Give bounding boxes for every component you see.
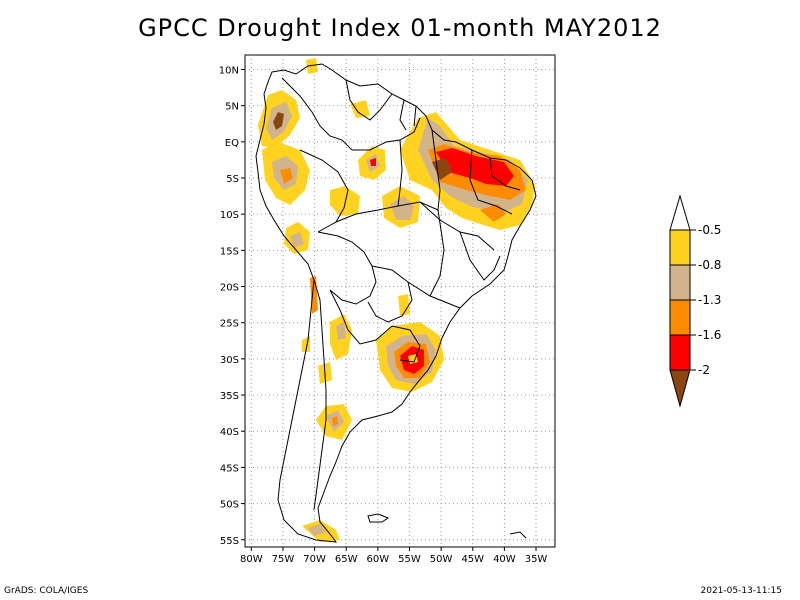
border-argentina	[329, 289, 393, 345]
drought-patch-guyana	[306, 58, 318, 74]
lat-label: 10S	[220, 210, 239, 221]
island-falklands	[367, 513, 390, 523]
border-brazil-states-7	[489, 157, 521, 191]
border-brazil-states-3	[459, 231, 501, 281]
lon-label: 65W	[335, 554, 358, 565]
drought-patch-peru-south-core	[290, 232, 304, 248]
colorbar-label: -0.8	[698, 258, 721, 272]
lat-label: 5N	[225, 102, 239, 113]
lat-label: 45S	[220, 463, 239, 474]
lat-label: 40S	[220, 427, 239, 438]
border-bolivia	[317, 231, 377, 305]
latitude-labels: 10N 5N EQ 5S 10S 15S 20S 25S 30S 35S 40S 45S 50S 55S	[219, 65, 245, 547]
lon-label: 70W	[303, 554, 326, 565]
longitude-labels: 80W 75W 70W 65W 60W 55W 50W 45W 40W 35W	[240, 547, 547, 565]
colorbar-swatch-tan	[669, 264, 691, 301]
lat-label: 20S	[220, 283, 239, 294]
lon-label: 55W	[398, 554, 421, 565]
border-brazil-states-6	[469, 149, 513, 215]
lat-label: 55S	[220, 536, 239, 547]
colorbar-label: -1.3	[698, 293, 721, 307]
drought-patch-northeast-peak	[432, 158, 452, 180]
border-paraguay	[367, 265, 413, 323]
border-brazil-states-2	[429, 209, 445, 297]
border-venezuela-guyana	[345, 79, 393, 121]
colorbar-bottom-arrow	[669, 369, 691, 408]
lon-label: 35W	[525, 554, 548, 565]
island-south-georgia	[509, 531, 527, 539]
colorbar-swatch-yellow	[669, 229, 691, 266]
drought-patch-northeast-red	[436, 148, 514, 186]
colorbar-label: -2	[698, 363, 710, 377]
lat-label: 50S	[220, 500, 239, 511]
lon-label: 75W	[272, 554, 295, 565]
drought-patch-mato-grosso-core	[390, 196, 414, 220]
colorbar-label: -0.5	[698, 223, 721, 237]
drought-patch-peru-orange	[280, 168, 293, 184]
border-chile-argentina	[313, 279, 327, 511]
drought-patch-argentina-north-core	[336, 322, 346, 340]
map-title: GPCC Drought Index 01-month MAY2012	[138, 14, 662, 42]
drought-patch-tierra-del-fuego-core	[308, 524, 326, 536]
drought-patch-amazon-peak	[370, 158, 376, 166]
colorbar-label: -1.6	[698, 328, 721, 342]
lat-label: 35S	[220, 391, 239, 402]
border-guianas	[399, 99, 417, 131]
colorbar-swatch-orange	[669, 299, 691, 336]
drought-patch-colombia-peak	[273, 112, 284, 130]
drought-patch-venezuela	[350, 100, 370, 118]
lon-label: 50W	[430, 554, 453, 565]
lon-label: 45W	[461, 554, 484, 565]
drought-patch-central-brazil	[330, 186, 360, 216]
coastline-south-america	[255, 63, 537, 543]
lat-label: 25S	[220, 319, 239, 330]
drought-shading	[258, 58, 535, 542]
border-colombia	[281, 77, 353, 151]
border-uruguay	[391, 325, 421, 363]
colorbar-swatch-red	[669, 334, 691, 371]
continent-outline	[255, 63, 537, 543]
lat-label: 10N	[219, 65, 239, 76]
lon-label: 80W	[240, 554, 263, 565]
footer-timestamp: 2021-05-13-11:15	[700, 586, 783, 596]
border-brazil-states-5	[431, 129, 441, 211]
border-brazil-bolivia	[335, 201, 439, 223]
footer-credit: GrADS: COLA/IGES	[4, 586, 89, 596]
lat-label: EQ	[225, 138, 239, 149]
lat-label: 15S	[220, 246, 239, 257]
lat-label: 30S	[220, 355, 239, 366]
lon-label: 60W	[367, 554, 390, 565]
border-brazil-states-4	[407, 281, 461, 309]
colorbar-top-arrow	[669, 194, 691, 231]
colorbar: -0.5 -0.8 -1.3 -1.6 -2	[669, 194, 721, 408]
drought-patch-patagonia-peak	[332, 416, 338, 426]
lon-label: 40W	[493, 554, 516, 565]
lat-label: 5S	[226, 174, 239, 185]
drought-patch-paraguay	[398, 294, 410, 316]
border-brazil-west	[352, 117, 421, 151]
border-brazil-states-8	[397, 139, 403, 207]
drought-patch-coast-orange	[480, 204, 506, 222]
